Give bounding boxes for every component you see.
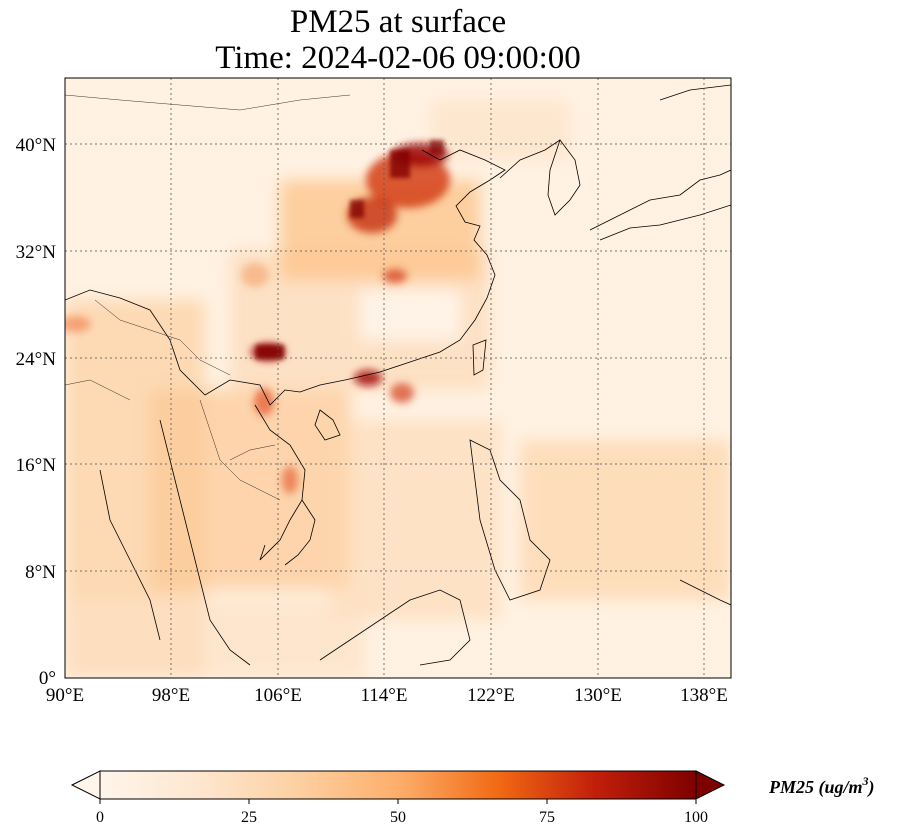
plot-title: PM25 at surface	[289, 4, 507, 40]
map-frame	[64, 77, 732, 679]
plot-timestamp: Time: 2024-02-06 09:00:00	[215, 40, 581, 76]
lat-tick-label: 24°N	[16, 349, 57, 370]
lat-tick-label: 32°N	[16, 242, 57, 263]
colorbar: 0 25 50 75 100 PM25 (ug/m3)	[70, 770, 875, 826]
lat-tick-label: 40°N	[16, 135, 57, 156]
colorbar-tick-label: 100	[684, 809, 708, 826]
colorbar-tick-label: 25	[241, 809, 257, 826]
colorbar-tick-label: 75	[539, 809, 555, 826]
pm25-field	[65, 78, 731, 678]
lat-tick-label: 16°N	[16, 455, 57, 476]
gridlines	[65, 78, 731, 678]
lon-tick-label: 138°E	[680, 685, 728, 706]
lon-tick-label: 106°E	[254, 685, 302, 706]
lon-tick-label: 122°E	[467, 685, 515, 706]
coastlines	[65, 84, 731, 666]
lon-tick-label: 98°E	[152, 685, 190, 706]
colorbar-tick-label: 50	[390, 809, 406, 826]
lon-tick-label: 130°E	[574, 685, 622, 706]
colorbar-tick-label: 0	[96, 809, 104, 826]
lon-tick-labels: 90°E 98°E 106°E 114°E 122°E 130°E 138°E	[46, 685, 728, 706]
lat-tick-label: 0°	[39, 668, 56, 689]
colorbar-label: PM25 (ug/m3)	[768, 774, 875, 798]
colorbar-ticks	[99, 799, 697, 804]
lat-tick-label: 8°N	[25, 562, 56, 583]
lat-tick-labels: 0° 8°N 16°N 24°N 32°N 40°N	[16, 135, 57, 689]
country-borders	[65, 94, 351, 501]
lon-tick-label: 114°E	[361, 685, 408, 706]
colorbar-max-extend	[695, 770, 726, 800]
colorbar-scale	[99, 770, 697, 800]
lon-tick-label: 90°E	[46, 685, 84, 706]
colorbar-min-extend	[70, 770, 101, 800]
